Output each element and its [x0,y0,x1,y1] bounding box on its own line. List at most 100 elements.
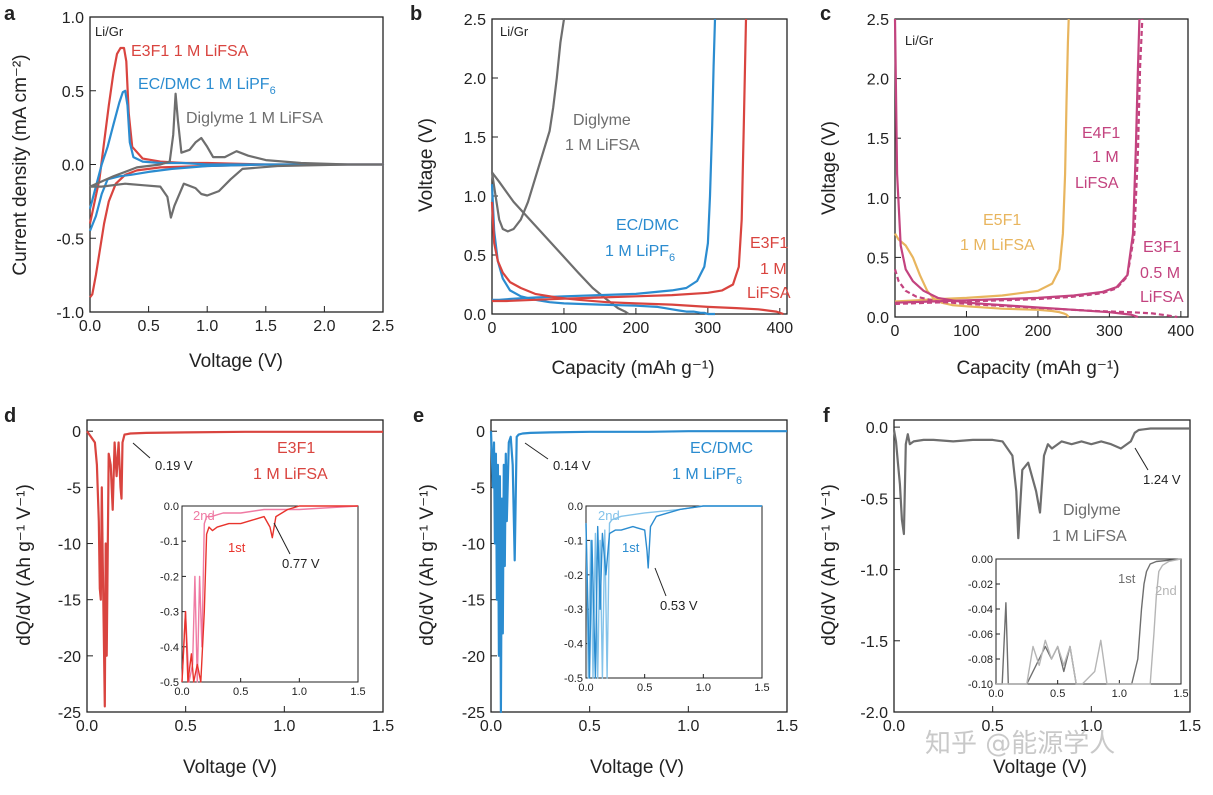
c-e4f1-label-2: 1 M [1092,149,1119,166]
d-inset-label-2nd: 2nd [193,508,215,523]
panel-d-ytick-label: -5 [67,480,81,497]
panel-f-ytick-label: 0.0 [866,420,888,437]
panel-f-inset-ytick-label: -0.10 [968,679,993,691]
panel-a-series-2 [89,92,385,219]
c-e4f1-label-1: E4F1 [1082,125,1120,142]
panel-a-ytick-label: 1.0 [62,10,84,27]
panel-e-xtick-label: 0.0 [480,718,502,735]
d-annotation: 0.19 V [155,458,193,473]
f-inset-label-2nd: 2nd [1155,583,1177,598]
panel-e-ylabel: dQ/dV (Ah g⁻¹ V⁻¹) [417,484,438,646]
panel-a-xtick-label: 1.0 [196,318,218,335]
panel-a-ytick-label: -1.0 [56,305,84,322]
panel-f-inset-ytick-label: -0.02 [968,579,993,591]
panel-f-xtick-label: 0.0 [883,718,905,735]
panel-a-ytick-label: 0.0 [62,158,84,175]
panel-a-ytick-label: -0.5 [56,231,84,248]
panel-f-inset-ytick-label: -0.08 [968,654,993,666]
panel-label-d: d [4,405,16,427]
panel-b-xlabel: Capacity (mAh g⁻¹) [551,358,714,379]
c-e3f1-label-2: 0.5 M [1140,265,1180,282]
panel-label-e: e [413,405,424,427]
panel-e-inset-axes: 0.0 0.5 1.0 1.5 -0.5 -0.4 -0.3 -0.2 -0.1 0.0 [564,501,770,694]
panel-e-ytick-label: -25 [462,705,485,722]
panel-e-inset-ytick-label: 0.0 [568,501,583,513]
panel-e-xtick-label: 1.5 [776,718,798,735]
b-e3f1-label-1: E3F1 [750,235,788,252]
f-annotation-arrow [1134,447,1149,471]
panel-d-ytick-label: -15 [58,593,81,610]
panel-f-ytick-label: -1.5 [860,634,888,651]
panel-f-inset-xtick-label: 0.5 [1050,688,1065,700]
panel-f-inset-ytick-label: 0.00 [972,554,993,566]
panel-c-ytick-label: 2.0 [867,72,889,89]
panel-b-series-4 [490,201,784,316]
f-annotation: 1.24 V [1143,472,1181,487]
panel-b-xtick-label: 0 [488,320,497,337]
panel-d-inset-axes: 0.0 0.5 1.0 1.5 -0.5 -0.4 -0.3 -0.2 -0.1 0.0 [160,501,366,698]
b-diglyme-label-2: 1 M LiFSA [565,137,640,154]
a-li-gr-label: Li/Gr [95,24,124,39]
a-diglyme-label: Diglyme 1 M LiFSA [186,110,323,127]
panel-e-inset-ytick-label: -0.3 [564,604,583,616]
panel-e-inset-frame [585,505,763,679]
panel-e-inset-xtick-label: 1.0 [696,682,711,694]
panel-c-ytick-label: 0.5 [867,250,889,267]
panel-e-inset-series-0 [585,505,762,679]
panel-d-inset-xtick-label: 1.5 [350,686,365,698]
panel-f-ytick-label: -1.0 [860,563,888,580]
panel-a-axes: 0.0 0.5 1.0 1.5 2.0 2.5 -1.0 -0.5 0.0 0.5 1.0 [56,10,394,335]
panel-d-xtick-label: 1.0 [273,718,295,735]
panel-d-inset-xtick-label: 0.0 [174,686,189,698]
b-ecdmc-label-2: 1 M LiPF6 [605,243,675,264]
c-e5f1-label-1: E5F1 [983,212,1021,229]
d-inset-annotation: 0.77 V [282,556,320,571]
e-inset-label-2nd: 2nd [598,508,620,523]
panel-f-inset-xtick-label: 0.0 [988,688,1003,700]
panel-d-inset-ytick-label: -0.1 [160,536,179,548]
a-e3f1-label: E3F1 1 M LiFSA [131,43,249,60]
panel-a-xtick-label: 0.5 [137,318,159,335]
c-li-gr-label: Li/Gr [905,33,934,48]
panel-b-ytick-label: 0.5 [464,248,486,265]
panel-f-xtick-label: 1.5 [1179,718,1201,735]
panel-d-inset-frame [181,505,359,683]
panel-a-ylabel: Current density (mA cm⁻²) [10,54,31,275]
panel-c-series-5 [893,268,1178,319]
panel-label-c: c [820,3,831,25]
panel-a-series-1 [88,89,385,232]
d-inset-label-1st: 1st [228,540,246,555]
panel-e-ytick-label: -5 [471,480,485,497]
panel-a-xtick-label: 0.0 [79,318,101,335]
d-label-1: E3F1 [277,440,315,457]
panel-b-series-1 [491,171,630,315]
panel-d-inset-ytick-label: -0.3 [160,607,179,619]
panel-c-frame [894,18,1189,318]
panel-c-ytick-label: 1.5 [867,131,889,148]
panel-c-xtick-label: 100 [953,323,980,340]
panel-d-xtick-label: 0.0 [76,718,98,735]
panel-b-series-5 [492,18,748,303]
panel-e-inset-ytick-label: -0.4 [564,639,583,651]
panel-c-xtick-label: 300 [1096,323,1123,340]
panel-f-xtick-label: 1.0 [1080,718,1102,735]
panel-d-xtick-label: 0.5 [175,718,197,735]
panel-f-inset-ytick-label: -0.04 [968,604,993,616]
panel-a-xlabel: Voltage (V) [189,351,283,372]
panel-c-xtick-label: 0 [891,323,900,340]
panel-e-xtick-label: 0.5 [579,718,601,735]
panel-f-inset-series-1 [996,558,1182,685]
panel-c-ytick-label: 0.0 [867,310,889,327]
panel-b-ytick-label: 1.0 [464,189,486,206]
panel-f-ytick-label: -2.0 [860,705,888,722]
b-li-gr-label: Li/Gr [500,24,529,39]
f-inset-label-1st: 1st [1118,571,1136,586]
e-inset-label-1st: 1st [622,540,640,555]
panel-d-inset-xtick-label: 0.5 [233,686,248,698]
panel-c-xlabel: Capacity (mAh g⁻¹) [956,358,1119,379]
c-e4f1-label-3: LiFSA [1075,175,1119,192]
panel-d-ytick-label: 0 [72,424,81,441]
e-label-1: EC/DMC [690,440,753,457]
panel-e-ytick-label: -10 [462,537,485,554]
